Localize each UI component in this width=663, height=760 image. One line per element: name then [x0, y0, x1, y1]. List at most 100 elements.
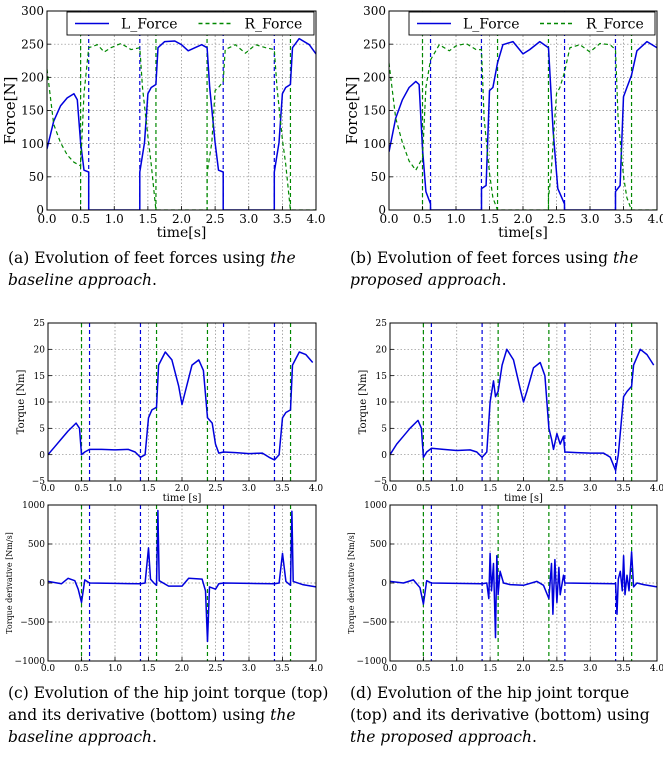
series-line-torque: [390, 348, 655, 472]
chart-c-top: 0.0 0.5 1.0 1.5 2.0 2.5 3.0 3.5 4.0 −5 0 5 10 15 20 25 t…: [16, 319, 323, 504]
x-tick-label: 0.5: [74, 484, 89, 494]
caption-b-label: (b): [350, 249, 373, 267]
legend-label-r-force: R_Force: [245, 17, 303, 33]
caption-a-label: (a): [8, 249, 30, 267]
x-tick-label: 2.5: [208, 664, 223, 674]
caption-a-end: .: [152, 271, 157, 289]
x-axis-label: time [s]: [504, 493, 543, 504]
caption-a-italic: the baseline approach: [8, 249, 296, 289]
y-tick-label: −5: [32, 477, 46, 487]
caption-b-italic: the proposed approach: [350, 249, 639, 289]
y-tick-label: 0: [378, 203, 386, 217]
x-tick-label: 0.0: [383, 484, 398, 494]
x-tick-label: 3.0: [583, 664, 598, 674]
caption-a-text: Evolution of feet forces using: [34, 249, 266, 267]
series-line-r-force: [389, 42, 657, 210]
x-tick-label: 2.0: [513, 212, 532, 226]
y-tick-label: 10: [34, 398, 46, 408]
y-tick-label: −1000: [15, 657, 46, 667]
y-axis-label: Torque derivative [Nm/s]: [5, 532, 14, 634]
caption-d-text: Evolution of the hip joint torque (top) …: [350, 684, 650, 724]
chart-d-top: 0.0 0.5 1.0 1.5 2.0 2.5 3.0 3.5 4.0 −5 0 5 10 15 20 25 t…: [358, 319, 663, 504]
x-tick-label: 3.5: [616, 664, 631, 674]
y-axis-label: Torque [Nm]: [16, 370, 27, 435]
y-tick-label: 300: [363, 4, 386, 18]
y-tick-label: 5: [39, 424, 45, 434]
x-tick-label: 1.0: [108, 664, 123, 674]
x-tick-label: 1.5: [483, 484, 498, 494]
x-tick-label: 0.5: [74, 664, 89, 674]
y-tick-label: 200: [363, 71, 386, 85]
x-tick-label: 1.5: [141, 664, 156, 674]
y-tick-label: 250: [363, 37, 386, 51]
y-tick-label: 150: [363, 104, 386, 118]
x-tick-label: 3.0: [242, 664, 257, 674]
y-tick-label: 15: [376, 372, 388, 382]
caption-c-italic: the baseline approach: [8, 706, 296, 746]
x-tick-label: 2.0: [172, 212, 191, 226]
x-axis-label: time [s]: [163, 493, 202, 504]
y-tick-label: 5: [381, 424, 387, 434]
x-tick-label: 0.5: [413, 212, 432, 226]
y-tick-label: −500: [362, 618, 387, 628]
caption-d-label: (d): [350, 684, 373, 702]
x-tick-label: 1.0: [450, 484, 465, 494]
x-tick-label: 0.5: [71, 212, 90, 226]
series-line-torque: [48, 351, 314, 461]
x-tick-label: 4.0: [309, 664, 324, 674]
y-tick-label: 20: [34, 345, 46, 355]
y-tick-label: 0: [39, 451, 45, 461]
y-tick-label: 500: [28, 540, 45, 550]
x-tick-label: 4.0: [650, 664, 663, 674]
x-tick-label: 0.0: [383, 664, 398, 674]
y-tick-label: 150: [21, 104, 44, 118]
legend: L_Force R_Force: [66, 11, 315, 36]
x-tick-label: 2.5: [550, 484, 565, 494]
x-tick-label: 0.5: [416, 664, 431, 674]
series-line-r-force: [47, 42, 316, 210]
y-axis-label: Force[N]: [1, 77, 19, 145]
x-tick-label: 3.5: [614, 212, 633, 226]
y-tick-label: 0: [36, 203, 44, 217]
x-tick-label: 3.5: [273, 212, 292, 226]
x-tick-label: 1.0: [450, 664, 465, 674]
caption-c-end: .: [152, 728, 157, 746]
y-tick-label: 20: [376, 345, 388, 355]
x-tick-label: 4.0: [647, 212, 663, 226]
y-tick-label: 1000: [364, 501, 387, 511]
y-tick-label: 100: [363, 137, 386, 151]
y-tick-label: 50: [29, 170, 44, 184]
x-tick-label: 1.5: [141, 484, 156, 494]
x-axis-label: time[s]: [157, 225, 207, 241]
y-tick-label: 0: [39, 579, 45, 589]
x-tick-label: 3.5: [616, 484, 631, 494]
x-tick-label: 2.5: [547, 212, 566, 226]
x-tick-label: 1.0: [105, 212, 124, 226]
x-tick-label: 3.0: [583, 484, 598, 494]
chart-b: 0.0 0.5 1.0 1.5 2.0 2.5 3.0 3.5 4.0 0 50 100 150 200 2…: [343, 4, 663, 241]
caption-c: (c) Evolution of the hip joint torque (t…: [8, 682, 330, 748]
x-tick-label: 2.0: [175, 484, 190, 494]
y-tick-label: 100: [21, 137, 44, 151]
y-tick-label: 250: [21, 37, 44, 51]
caption-b-text: Evolution of feet forces using: [376, 249, 608, 267]
y-axis-label: Torque derivative [Nm/s]: [347, 532, 356, 634]
y-tick-label: −500: [20, 618, 45, 628]
x-tick-label: 1.0: [108, 484, 123, 494]
y-tick-label: −1000: [357, 657, 388, 667]
x-tick-label: 1.0: [446, 212, 465, 226]
caption-a: (a) Evolution of feet forces using the b…: [8, 247, 326, 291]
x-tick-label: 3.0: [242, 484, 257, 494]
x-tick-label: 3.5: [275, 484, 290, 494]
x-tick-label: 0.0: [41, 664, 56, 674]
x-tick-label: 2.0: [516, 484, 531, 494]
y-tick-label: −5: [374, 477, 388, 487]
chart-a: 0.0 0.5 1.0 1.5 2.0 2.5 3.0 3.5 4.0 0 50 100 150 200 2…: [1, 4, 326, 241]
x-tick-label: 0.0: [41, 484, 56, 494]
x-tick-label: 4.0: [309, 484, 324, 494]
y-tick-label: 25: [34, 319, 46, 329]
legend: L_Force R_Force: [408, 11, 656, 36]
chart-d-bottom: 0.0 0.5 1.0 1.5 2.0 2.5 3.0 3.5 4.0 −1000 −500 0 500…: [347, 501, 663, 674]
y-tick-label: 0: [381, 579, 387, 589]
